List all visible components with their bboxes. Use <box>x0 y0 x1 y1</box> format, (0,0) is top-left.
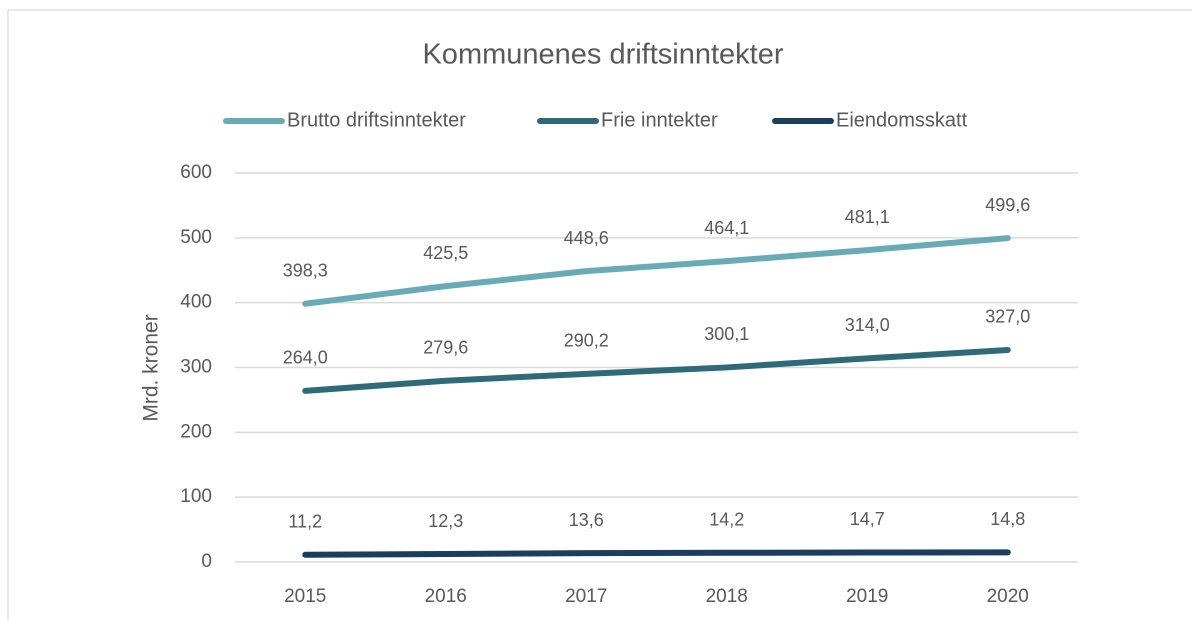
y-tick-label: 0 <box>201 551 212 572</box>
y-tick-label: 100 <box>180 486 212 507</box>
y-tick-label: 300 <box>180 357 212 378</box>
legend-label: Brutto driftsinntekter <box>287 109 466 131</box>
legend-label: Eiendomsskatt <box>836 109 968 131</box>
data-label: 398,3 <box>283 261 328 281</box>
legend-label: Frie inntekter <box>601 109 718 131</box>
data-label: 499,6 <box>985 195 1030 215</box>
data-label: 11,2 <box>288 511 322 531</box>
y-tick-label: 500 <box>180 227 212 248</box>
x-tick-label: 2018 <box>706 586 748 607</box>
x-tick-label: 2020 <box>987 586 1029 607</box>
data-label: 13,6 <box>569 510 604 530</box>
data-label: 14,8 <box>990 509 1025 529</box>
data-label: 327,0 <box>985 307 1030 327</box>
data-label: 264,0 <box>283 348 328 368</box>
x-tick-label: 2016 <box>425 586 467 607</box>
series-line <box>302 346 1011 394</box>
data-label: 314,0 <box>845 315 890 335</box>
series-line <box>302 549 1011 558</box>
x-tick-label: 2015 <box>284 586 326 607</box>
y-tick-label: 600 <box>180 162 212 183</box>
y-tick-label: 400 <box>180 292 212 313</box>
data-label: 464,1 <box>704 218 749 238</box>
y-axis-label: Mrd. kroner <box>140 314 163 421</box>
data-label: 12,3 <box>428 511 463 531</box>
x-tick-label: 2019 <box>846 586 888 607</box>
data-label: 481,1 <box>845 207 890 227</box>
data-label: 279,6 <box>423 337 468 357</box>
chart-title: Kommunenes driftsinntekter <box>422 39 783 71</box>
x-tick-label: 2017 <box>565 586 607 607</box>
data-label: 290,2 <box>564 331 609 351</box>
series-line <box>302 235 1011 307</box>
data-label: 448,6 <box>564 228 609 248</box>
data-label: 14,2 <box>709 510 744 530</box>
chart-frame <box>7 9 1192 620</box>
data-label: 425,5 <box>423 243 468 263</box>
data-label: 300,1 <box>704 324 749 344</box>
y-tick-label: 200 <box>180 421 212 442</box>
data-label: 14,7 <box>850 509 885 529</box>
